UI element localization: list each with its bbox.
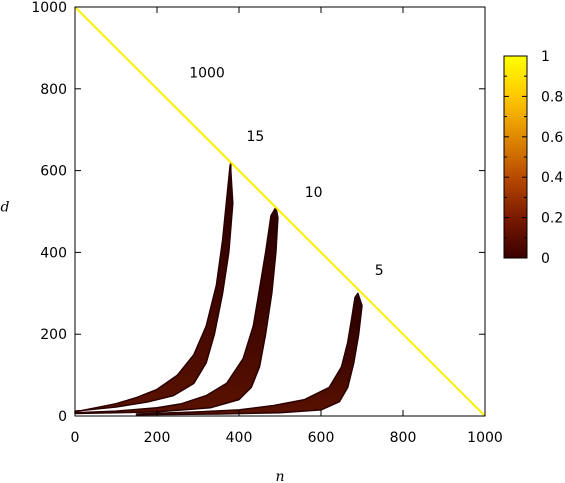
region-label-group: 15 10 5 1000 bbox=[189, 65, 383, 279]
colorbar-tick-label: 0.6 bbox=[541, 130, 563, 146]
x-tick-label: 600 bbox=[308, 430, 335, 446]
colorbar-tick-label: 0.4 bbox=[541, 170, 563, 186]
plot-frame bbox=[74, 6, 486, 417]
y-tick-label: 0 bbox=[58, 409, 67, 425]
y-tick-label: 400 bbox=[40, 245, 67, 261]
y-tick-label: 600 bbox=[40, 164, 67, 180]
colorbar-tick-label: 0.8 bbox=[541, 89, 563, 105]
region-label-10: 10 bbox=[305, 185, 323, 201]
colorbar-tick-label: 0 bbox=[541, 251, 550, 267]
colorbar bbox=[503, 55, 528, 259]
region-15 bbox=[74, 161, 234, 413]
region-5 bbox=[135, 292, 363, 416]
region-label-15: 15 bbox=[246, 129, 264, 145]
colorbar-tick-group: 0 0.2 0.4 0.6 0.8 1 bbox=[504, 49, 563, 267]
region-label-5: 5 bbox=[375, 263, 384, 279]
y-tick-label: 200 bbox=[40, 327, 67, 343]
colorbar-tick-label: 1 bbox=[541, 49, 550, 65]
x-tick-label: 400 bbox=[226, 430, 253, 446]
x-tick-label: 1000 bbox=[467, 430, 503, 446]
x-tick-label: 0 bbox=[71, 430, 80, 446]
annotation-label: 1000 bbox=[189, 65, 225, 81]
x-tick-label: 800 bbox=[390, 430, 417, 446]
x-tick-label: 200 bbox=[144, 430, 171, 446]
colorbar-tick-label: 0.2 bbox=[541, 211, 563, 227]
diagonal-line bbox=[74, 6, 486, 417]
y-axis-label: d bbox=[1, 200, 10, 216]
y-tick-label: 800 bbox=[40, 82, 67, 98]
x-axis-label: n bbox=[275, 469, 284, 483]
tick-group: 0 200 400 600 800 1000 0 200 400 600 800 1000 bbox=[31, 0, 502, 446]
y-tick-label: 1000 bbox=[31, 0, 67, 16]
